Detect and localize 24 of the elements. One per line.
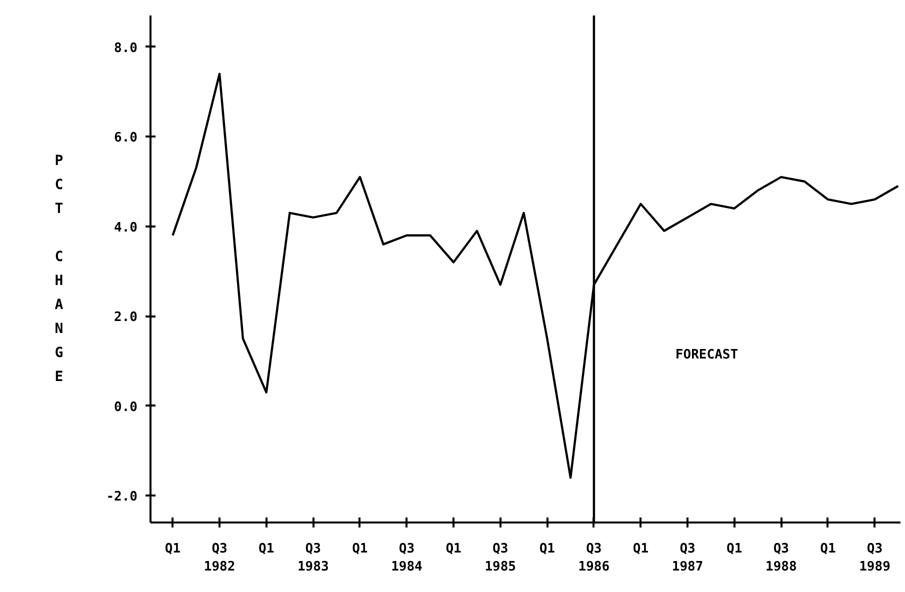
y-tick-label: 8.0 [114,40,138,56]
x-tick-label: Q3 1987 [672,542,704,574]
x-tick-label: Q3 1989 [859,542,890,574]
x-tick-label: Q3 1986 [578,542,610,574]
y-tick-label: 0.0 [114,400,138,415]
x-tick-label: Q1 [352,542,368,556]
x-tick-label: Q3 1982 [204,542,236,574]
x-tick-label: Q1 [820,542,836,556]
x-tick-label: Q3 1985 [484,542,516,574]
x-tick-label: Q1 [446,542,462,556]
x-tick-label: Q3 1988 [766,542,797,574]
text: PCT CHANGE [54,153,64,385]
x-tick-label: Q3 1984 [391,542,423,574]
y-tick-label: 2.0 [114,310,138,326]
annotation: FORECAST [675,348,738,363]
x-tick-label: Q1 [632,542,649,556]
x-tick-label: Q1 [164,542,181,556]
x-tick-label: Q1 [539,542,556,556]
y-tick-label: -2.0 [106,490,138,505]
y-tick-label: 4.0 [114,220,138,236]
x-tick-label: Q1 [258,542,274,556]
x-tick-label: Q1 [726,542,742,556]
y-tick-label: 6.0 [114,130,138,146]
x-tick-label: Q3 1983 [297,542,329,574]
